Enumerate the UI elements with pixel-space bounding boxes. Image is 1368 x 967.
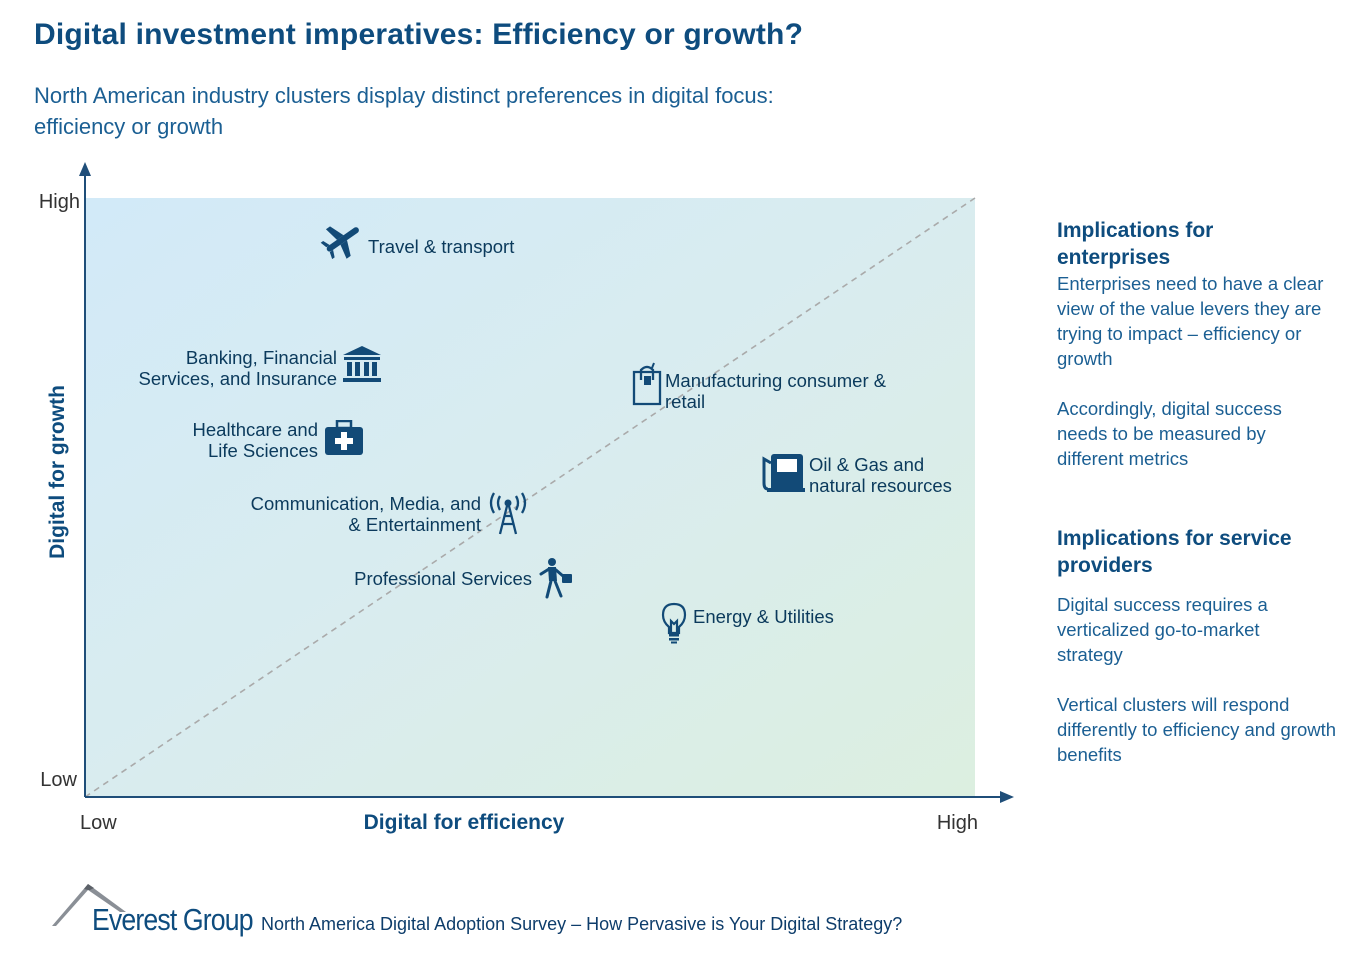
label-banking-financial: Banking, Financial Services, and Insuran…	[138, 347, 337, 389]
y-tick-high: High	[39, 191, 80, 213]
page-title: Digital investment imperatives: Efficien…	[34, 18, 804, 51]
providers-paragraph-2: Vertical clusters will respond different…	[1057, 694, 1337, 765]
fuel-pump-icon	[762, 454, 805, 492]
enterprises-heading: Implications for enterprises	[1057, 219, 1214, 269]
implications-enterprises: Implications for enterprises Enterprises…	[1057, 217, 1357, 471]
y-axis-arrow	[79, 162, 91, 176]
x-axis-arrow	[1000, 791, 1014, 803]
footer-source: North America Digital Adoption Survey – …	[261, 914, 903, 934]
label-professional-services: Professional Services	[354, 568, 532, 589]
light-bulb-icon	[661, 602, 687, 644]
label-healthcare: Healthcare and Life Sciences	[192, 419, 318, 461]
airplane-icon	[320, 226, 359, 259]
x-tick-low: Low	[80, 812, 117, 834]
subtitle-line-2: efficiency or growth	[34, 114, 224, 139]
enterprises-paragraph-2: Accordingly, digital success needs to be…	[1057, 398, 1282, 469]
y-axis-title: Digital for growth	[46, 385, 69, 559]
enterprises-paragraph-1: Enterprises need to have a clear view of…	[1057, 273, 1324, 369]
implications-service-providers: Implications for service providers Digit…	[1057, 525, 1357, 767]
business-person-icon	[539, 558, 572, 599]
antenna-tower-icon	[489, 492, 527, 535]
everest-mountain-logo	[52, 884, 126, 926]
x-tick-high: High	[937, 812, 978, 834]
shopping-bag-icon	[632, 362, 662, 406]
brand-name: Everest Group	[92, 902, 254, 937]
label-manufacturing: Manufacturing consumer & retail	[665, 370, 887, 412]
providers-paragraph-1: Digital success requires a verticalized …	[1057, 594, 1268, 665]
label-energy-utilities: Energy & Utilities	[693, 606, 834, 627]
x-axis-title: Digital for efficiency	[364, 811, 565, 834]
diagonal-reference-line	[84, 197, 976, 798]
providers-heading: Implications for service providers	[1057, 527, 1292, 577]
page-subtitle: North American industry clusters display…	[34, 80, 934, 142]
bank-icon	[343, 346, 381, 382]
label-oil-gas: Oil & Gas and natural resources	[809, 454, 952, 496]
y-tick-low: Low	[40, 769, 77, 791]
label-communication-media: Communication, Media, and & Entertainmen…	[250, 493, 481, 535]
medical-kit-icon	[325, 420, 363, 455]
label-travel-transport: Travel & transport	[368, 236, 515, 257]
subtitle-line-1: North American industry clusters display…	[34, 83, 774, 108]
